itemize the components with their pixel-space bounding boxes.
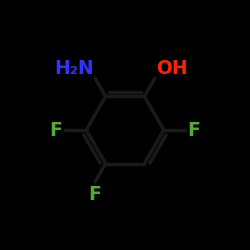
Text: F: F bbox=[50, 120, 62, 140]
Text: H₂N: H₂N bbox=[54, 59, 94, 78]
Text: F: F bbox=[188, 120, 200, 140]
Text: OH: OH bbox=[156, 59, 188, 78]
Text: F: F bbox=[88, 185, 102, 204]
